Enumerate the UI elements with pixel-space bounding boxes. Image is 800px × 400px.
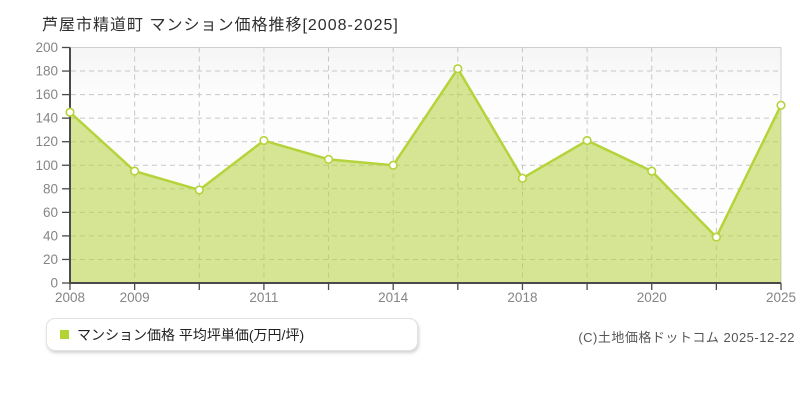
x-axis-label: 2011 <box>249 290 278 305</box>
legend-marker-icon <box>60 330 69 339</box>
y-axis-label: 40 <box>43 228 58 243</box>
y-axis-label: 180 <box>35 64 58 79</box>
data-point-marker <box>323 154 334 164</box>
y-axis-label: 140 <box>35 111 58 126</box>
data-point-marker <box>65 107 75 117</box>
data-point-marker <box>647 166 657 176</box>
data-point-marker <box>259 135 269 146</box>
data-point-marker <box>388 160 398 170</box>
legend: マンション価格 平均坪単価(万円/坪) <box>46 318 418 351</box>
y-axis-label: 0 <box>50 276 58 291</box>
y-axis-label: 100 <box>35 158 58 173</box>
copyright-text: (C)土地価格ドットコム 2025-12-22 <box>578 330 795 345</box>
data-point-marker <box>130 166 140 176</box>
data-point-marker <box>776 100 786 110</box>
x-axis-label: 2025 <box>766 290 796 305</box>
y-axis-label: 120 <box>35 134 58 149</box>
data-point-marker <box>194 185 204 195</box>
x-axis-label: 2009 <box>120 290 150 305</box>
legend-series-label: マンション価格 平均坪単価(万円/坪) <box>77 326 305 343</box>
data-point-marker <box>582 135 592 146</box>
y-axis-label: 80 <box>43 181 58 196</box>
price-line <box>69 67 783 239</box>
chart-title: 芦屋市精道町 マンション価格推移[2008-2025] <box>42 17 399 34</box>
x-axis-label: 2020 <box>637 290 667 305</box>
data-point-marker <box>453 64 463 74</box>
y-axis-label: 200 <box>35 40 58 55</box>
y-axis-label: 160 <box>35 87 58 102</box>
x-axis-label: 2008 <box>55 290 85 305</box>
x-axis-label: 2018 <box>507 290 537 305</box>
y-axis-label: 20 <box>43 252 58 267</box>
area-fill <box>70 68 781 283</box>
x-axis-label: 2014 <box>378 290 409 305</box>
y-axis-label: 60 <box>43 205 58 220</box>
data-point-marker <box>711 232 721 242</box>
data-point-marker <box>517 173 528 183</box>
